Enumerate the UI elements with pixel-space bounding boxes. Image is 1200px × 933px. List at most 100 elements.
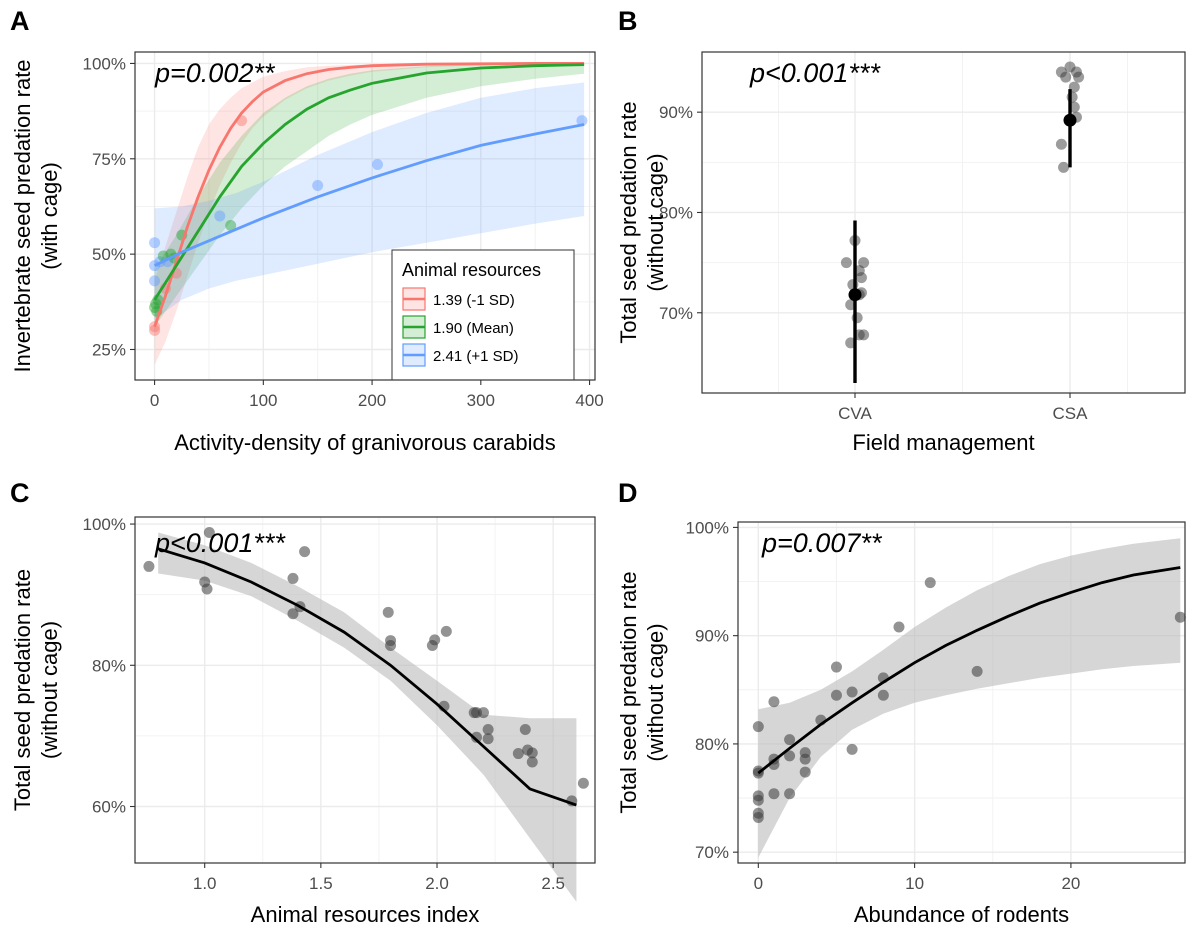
data-point xyxy=(855,272,867,284)
data-point xyxy=(429,634,441,646)
x-tick-label: 200 xyxy=(358,391,386,410)
p-value-annotation: p<0.001*** xyxy=(154,528,286,558)
confidence-band-mean xyxy=(154,63,585,327)
data-point xyxy=(799,753,811,765)
data-point xyxy=(440,625,452,637)
x-tick-label: 20 xyxy=(1061,874,1080,893)
data-point xyxy=(784,788,796,800)
y-tick-label: 60% xyxy=(92,798,126,817)
x-axis-title: Abundance of rodents xyxy=(854,902,1069,927)
y-tick-label: 70% xyxy=(659,304,693,323)
y-tick-label: 80% xyxy=(695,735,729,754)
y-tick-label: 80% xyxy=(92,656,126,675)
p-value-annotation: p=0.007** xyxy=(761,528,883,558)
x-tick-label: 0 xyxy=(754,874,763,893)
x-axis-title: Activity-density of granivorous carabids xyxy=(174,430,556,455)
y-axis-title-line-1: Total seed predation rate xyxy=(10,569,35,811)
y-tick-label: 80% xyxy=(659,203,693,222)
data-point xyxy=(846,743,858,755)
y-tick-label: 70% xyxy=(695,843,729,862)
data-point xyxy=(1058,161,1070,173)
y-tick-label: 50% xyxy=(92,245,126,264)
data-point xyxy=(519,724,531,736)
x-axis-title: Field management xyxy=(852,430,1034,455)
data-point xyxy=(768,696,780,708)
data-point xyxy=(482,724,494,736)
x-tick-label: 2.0 xyxy=(425,874,449,893)
data-point xyxy=(893,621,905,633)
data-point xyxy=(784,734,796,746)
data-point xyxy=(482,733,494,745)
y-axis-title-line-1: Total seed predation rate xyxy=(616,571,641,813)
data-point xyxy=(877,689,889,701)
panel-d: 0 10 20 70% 80% 90% 100% Abundance of rodents To… xyxy=(616,478,1186,927)
legend-label-mean: 1.90 (Mean) xyxy=(433,320,514,337)
confidence-band xyxy=(158,532,577,902)
fit-line-mean xyxy=(153,63,585,301)
panel-c: 1.0 1.5 2.0 2.5 60% 80% 100% Animal resources i… xyxy=(10,478,596,927)
data-point xyxy=(971,665,983,677)
data-point xyxy=(149,324,161,336)
x-axis-title: Animal resources index xyxy=(251,902,480,927)
panel-border xyxy=(134,51,596,381)
legend: Animal resources 1.39 (-1 SD) 1.90 (Mean) 2… xyxy=(391,249,575,381)
data-point xyxy=(840,257,852,269)
data-point xyxy=(143,560,155,572)
data-point xyxy=(214,210,226,222)
fit-line xyxy=(157,547,577,807)
data-point xyxy=(477,707,489,719)
data-point xyxy=(858,329,870,341)
panel-b: CVA CSA 70% 80% 90% Field management Total see… xyxy=(616,6,1186,455)
data-point xyxy=(287,572,299,584)
data-point xyxy=(312,179,324,191)
panel-letter: D xyxy=(618,478,638,508)
y-tick-label: 100% xyxy=(83,515,126,534)
p-value-annotation: p=0.002** xyxy=(154,58,276,88)
data-point xyxy=(150,298,162,310)
confidence-band xyxy=(758,538,1181,858)
y-axis-title-line-1: Total seed predation rate xyxy=(616,101,641,343)
x-tick-label: 2.5 xyxy=(541,874,565,893)
mean-point xyxy=(848,288,862,302)
data-point xyxy=(512,748,524,760)
legend-label-high: 2.41 (+1 SD) xyxy=(433,348,518,365)
data-point xyxy=(799,766,811,778)
panel-border xyxy=(737,521,1186,864)
data-point xyxy=(203,527,215,539)
panel-letter: C xyxy=(10,478,30,508)
data-point xyxy=(1060,71,1072,83)
y-axis-title-line-2: (with cage) xyxy=(37,162,62,270)
panel-letter: A xyxy=(10,6,30,36)
data-point xyxy=(201,583,213,595)
x-tick-label: 400 xyxy=(575,391,603,410)
fit-line-low xyxy=(153,62,585,328)
data-point xyxy=(372,159,384,171)
y-tick-label: 75% xyxy=(92,150,126,169)
data-point xyxy=(526,747,538,759)
legend-title: Animal resources xyxy=(402,260,541,280)
data-point xyxy=(768,788,780,800)
data-point xyxy=(784,750,796,762)
data-point xyxy=(471,731,483,743)
data-point xyxy=(287,608,299,620)
data-point xyxy=(385,635,397,647)
data-point xyxy=(149,237,161,249)
y-axis-title-line-2: (without cage) xyxy=(643,623,668,761)
legend-box xyxy=(391,249,575,381)
panel-a: Animal resources 1.39 (-1 SD) 1.90 (Mean) 2… xyxy=(10,6,604,455)
data-point xyxy=(225,220,237,232)
mean-point xyxy=(1063,113,1077,127)
data-point xyxy=(149,275,161,287)
panel-letter: B xyxy=(618,6,638,36)
data-point xyxy=(1174,611,1186,623)
y-tick-label: 100% xyxy=(83,54,126,73)
y-tick-label: 90% xyxy=(695,627,729,646)
x-tick-label: CVA xyxy=(838,404,872,423)
data-point xyxy=(846,686,858,698)
x-tick-label: 10 xyxy=(905,874,924,893)
data-point xyxy=(149,302,161,314)
data-point xyxy=(382,606,394,618)
p-value-annotation: p<0.001*** xyxy=(749,58,881,88)
x-tick-label: CSA xyxy=(1053,404,1089,423)
legend-label-low: 1.39 (-1 SD) xyxy=(433,292,515,309)
